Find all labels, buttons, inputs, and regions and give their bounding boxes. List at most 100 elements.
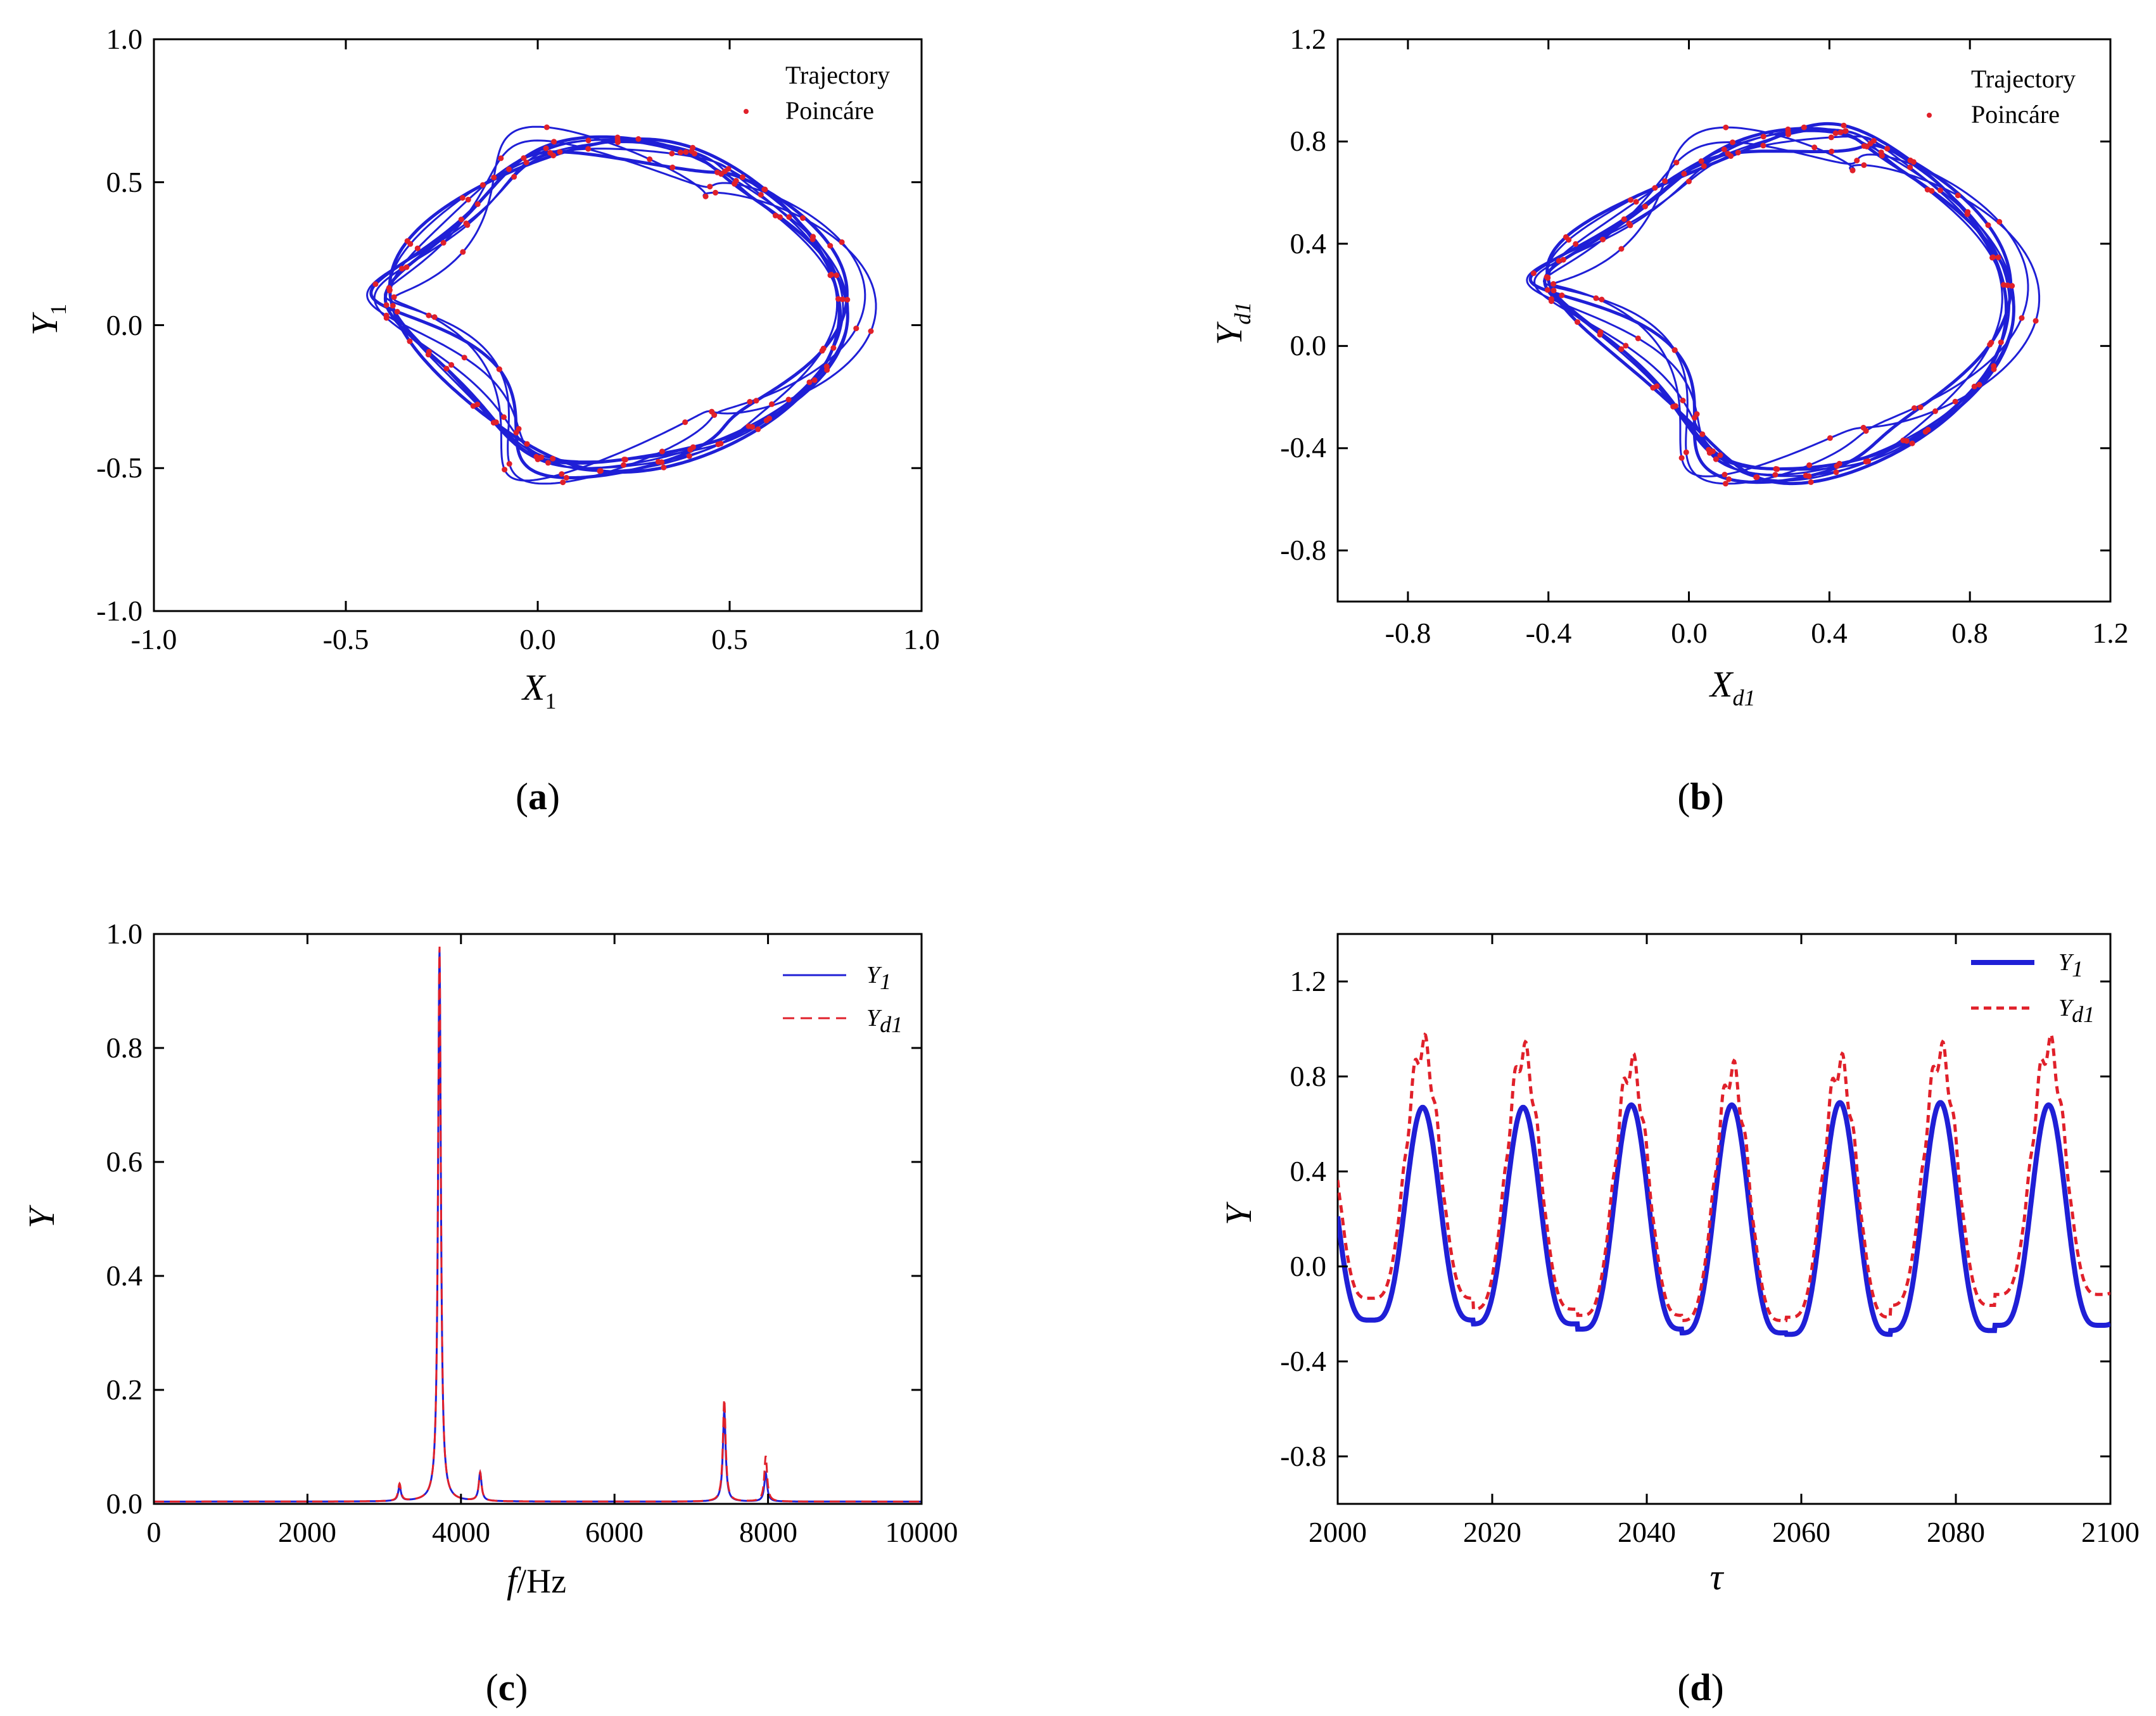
x-axis-label: Xd1 [1709,664,1755,710]
y-tick-label: 0.0 [1290,329,1327,362]
legend: Y1 Yd1 [1971,949,2095,1027]
y-axis-label: Y [21,1204,62,1228]
y-tick-labels: 0.0 0.2 0.4 0.6 0.8 1.0 [106,918,143,1520]
poincare-point [585,146,592,152]
poincare-point [414,245,421,251]
y-tick-labels: -1.0 -0.5 0.0 0.5 1.0 [96,23,143,627]
poincare-point [647,156,653,162]
poincare-point [835,296,841,302]
plot-layer [154,946,922,1503]
poincare-point [458,217,464,223]
poincare-point [1911,405,1917,411]
panel-caption: (a) [516,776,560,817]
x-tick-label: 10000 [885,1516,958,1548]
poincare-point [844,296,851,303]
legend-label-trajectory: Trajectory [785,61,890,89]
y-tick-label: 0.8 [106,1031,143,1064]
x-tick-label: 0.5 [711,623,748,655]
poincare-point [491,174,497,180]
poincare-point [733,178,739,184]
poincare-point [677,149,683,156]
poincare-point [1530,270,1537,276]
poincare-point [1635,335,1641,341]
poincare-point [1907,164,1913,170]
poincare-point [383,302,390,308]
x-tick-label: 0.8 [1951,617,1988,649]
y-tick-label: 0.0 [1290,1250,1327,1282]
legend: Trajectory Poincáre [1927,65,2076,129]
poincare-point [1865,458,1872,464]
legend-label-trajectory: Trajectory [1971,65,2076,93]
poincare-point [690,444,696,450]
poincare-point [1678,455,1685,461]
poincare-point [403,264,410,270]
poincare-point [459,195,466,201]
y-tick-label: 0.4 [1290,1155,1327,1187]
poincare-point [763,417,770,424]
poincare-point [1833,469,1839,476]
panel-caption: (d) [1677,1667,1723,1708]
poincare-point [839,239,845,245]
y-tick-label: 0.0 [106,309,143,341]
poincare-point [563,475,569,481]
poincare-point [688,148,695,155]
poincare-point [1701,163,1707,169]
poincare-point [1559,292,1565,298]
x-tick-label: 2040 [1618,1516,1676,1548]
x-tick-label: -1.0 [131,623,177,655]
poincare-point [399,265,405,272]
legend-label-poincare: Poincáre [1971,100,2060,129]
poincare-point [810,234,816,240]
poincare-point [1987,341,1993,348]
trajectory-loop [392,125,877,482]
ticks-layer [1338,38,2112,602]
plot-frame [153,38,923,612]
poincare-point [1917,404,1924,410]
poincare-point [1774,466,1780,472]
poincare-point [597,468,603,474]
plot-frame [1336,38,2112,603]
poincare-point [1760,134,1766,140]
poincare-point [479,182,486,188]
poincare-point [709,408,715,415]
poincare-point [1772,472,1779,478]
poincare-point [1673,160,1680,166]
poincare-point [1976,382,1982,388]
x-tick-labels: -0.8 -0.4 0.0 0.4 0.8 1.2 [1385,617,2129,649]
x-tick-label: 2000 [1309,1516,1367,1548]
poincare-point [1652,185,1658,191]
poincare-point [785,396,792,403]
y-tick-label: 0.0 [106,1487,143,1520]
poincare-point [1861,143,1867,149]
plot-layer [1526,122,2041,487]
poincare-point [390,303,396,309]
y-tick-label: -0.4 [1280,431,1326,464]
poincare-point [1672,403,1678,409]
poincare-point [1550,281,1556,287]
plot-frame [1336,933,2112,1505]
poincare-point [713,189,719,196]
poincare-point [498,155,504,161]
x-tick-labels: 0 2000 4000 6000 8000 10000 [147,1516,958,1548]
poincare-point [461,355,467,361]
x-tick-label: 2060 [1772,1516,1830,1548]
panel-caption: (b) [1677,776,1723,817]
x-tick-label: 0.4 [1811,617,1848,649]
y-tick-label: -0.5 [96,451,143,484]
poincare-point [1827,435,1833,441]
poincare-point [786,214,792,220]
poincare-point [635,136,642,142]
poincare-point [1575,319,1580,325]
poincare-point [827,243,834,249]
poincare-point [557,149,563,155]
poincare-point [1618,246,1625,252]
x-axis-label: f/Hz [507,1560,566,1601]
x-axis-label: X1 [521,667,556,714]
poincare-point [1785,126,1791,132]
poincare-point [1971,383,1977,389]
poincare-point [1811,144,1818,151]
x-tick-label: -0.4 [1526,617,1572,649]
y-tick-label: 1.0 [106,23,143,55]
y-tick-labels: -0.8 -0.4 0.0 0.4 0.8 1.2 [1280,23,1326,566]
trajectory-loop [1552,126,2041,477]
